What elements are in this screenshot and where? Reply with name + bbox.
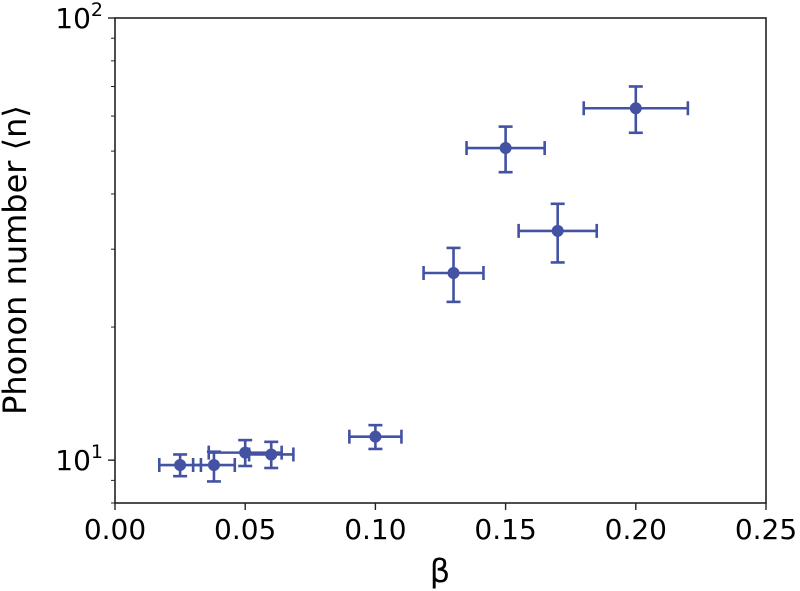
x-tick-label: 0.15 bbox=[474, 513, 536, 546]
x-axis-label: β bbox=[430, 552, 450, 590]
data-point bbox=[422, 246, 485, 304]
data-points bbox=[157, 85, 690, 483]
y-axis-label: Phonon number ⟨n⟩ bbox=[0, 105, 34, 415]
plot-frame bbox=[114, 17, 767, 504]
data-point bbox=[582, 85, 690, 135]
tick-labels: 0.00 0.05 0.10 0.15 0.20 0.25 101 102 bbox=[55, 0, 797, 546]
y-tick-label: 102 bbox=[55, 0, 103, 35]
x-tick-label: 0.05 bbox=[214, 513, 276, 546]
data-point bbox=[517, 202, 599, 264]
marker bbox=[551, 224, 564, 237]
marker bbox=[207, 459, 220, 472]
x-tick-label: 0.00 bbox=[84, 513, 146, 546]
marker bbox=[447, 267, 460, 280]
marker bbox=[174, 459, 187, 472]
marker bbox=[499, 142, 512, 155]
data-point bbox=[247, 440, 295, 470]
marker bbox=[629, 102, 642, 115]
major-ticks bbox=[108, 17, 767, 510]
x-tick-label: 0.10 bbox=[344, 513, 406, 546]
data-point bbox=[465, 125, 546, 174]
y-tick-label: 101 bbox=[55, 441, 103, 477]
x-tick-label: 0.20 bbox=[605, 513, 667, 546]
data-point bbox=[348, 423, 403, 451]
marker bbox=[369, 430, 382, 443]
marker bbox=[265, 448, 278, 461]
x-tick-label: 0.25 bbox=[735, 513, 797, 546]
